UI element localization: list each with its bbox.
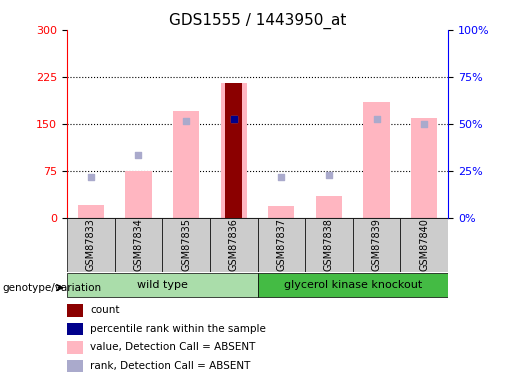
Bar: [78, 205, 104, 218]
Bar: [268, 206, 295, 218]
Bar: [258, 273, 448, 297]
Bar: [67, 304, 83, 317]
Point: [182, 118, 190, 124]
Bar: [67, 217, 115, 272]
Text: percentile rank within the sample: percentile rank within the sample: [90, 324, 266, 334]
Text: GSM87834: GSM87834: [133, 218, 143, 271]
Bar: [67, 273, 258, 297]
Bar: [353, 217, 401, 272]
Text: rank, Detection Call = ABSENT: rank, Detection Call = ABSENT: [90, 361, 251, 371]
Text: GSM87838: GSM87838: [324, 218, 334, 271]
Bar: [173, 111, 199, 218]
Bar: [210, 217, 258, 272]
Text: GSM87833: GSM87833: [86, 218, 96, 271]
Bar: [258, 217, 305, 272]
Text: GSM87839: GSM87839: [372, 218, 382, 271]
Title: GDS1555 / 1443950_at: GDS1555 / 1443950_at: [169, 12, 346, 28]
Text: GSM87836: GSM87836: [229, 218, 238, 271]
Bar: [411, 117, 437, 218]
Point: [230, 116, 238, 122]
Point: [134, 152, 143, 158]
Text: glycerol kinase knockout: glycerol kinase knockout: [284, 280, 422, 290]
Text: GSM87840: GSM87840: [419, 218, 429, 271]
Point: [230, 116, 238, 122]
Text: genotype/variation: genotype/variation: [3, 283, 101, 292]
Bar: [67, 360, 83, 372]
Point: [420, 121, 428, 127]
Bar: [401, 217, 448, 272]
Bar: [364, 102, 390, 218]
Bar: [67, 322, 83, 335]
Text: GSM87837: GSM87837: [277, 218, 286, 271]
Text: GSM87835: GSM87835: [181, 218, 191, 271]
Bar: [305, 217, 353, 272]
Bar: [67, 341, 83, 354]
Bar: [220, 83, 247, 218]
Text: count: count: [90, 305, 119, 315]
Point: [87, 174, 95, 180]
Text: value, Detection Call = ABSENT: value, Detection Call = ABSENT: [90, 342, 255, 352]
Bar: [125, 171, 151, 217]
Bar: [226, 83, 242, 218]
Bar: [316, 196, 342, 217]
Point: [277, 174, 285, 180]
Bar: [114, 217, 162, 272]
Point: [372, 116, 381, 122]
Bar: [162, 217, 210, 272]
Point: [325, 172, 333, 178]
Text: wild type: wild type: [137, 280, 187, 290]
